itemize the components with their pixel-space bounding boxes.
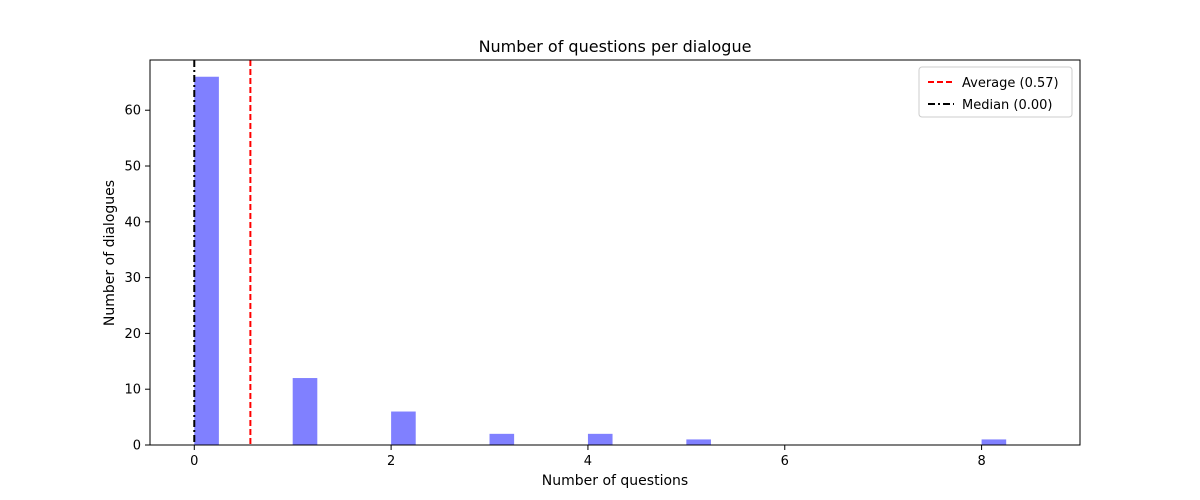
- x-tick-label: 8: [977, 454, 985, 469]
- x-axis-label: Number of questions: [542, 473, 688, 489]
- y-tick-label: 40: [124, 215, 141, 230]
- y-axis-label: Number of dialogues: [102, 180, 118, 326]
- y-tick-label: 30: [124, 271, 141, 286]
- y-tick-label: 0: [133, 439, 141, 454]
- histogram-bar: [194, 76, 219, 445]
- histogram-bar: [391, 411, 416, 445]
- x-tick-label: 6: [781, 454, 789, 469]
- x-tick-label: 2: [387, 454, 395, 469]
- legend-average-label: Average (0.57): [962, 76, 1059, 91]
- y-tick-label: 50: [124, 160, 141, 175]
- plot-frame: [149, 59, 1081, 446]
- chart-title: Number of questions per dialogue: [479, 37, 752, 56]
- plot-area: 0 2 4 6 8 0 10 20 30 40 50 60: [124, 59, 1081, 469]
- histogram-bar: [292, 378, 318, 445]
- histogram-bar: [587, 433, 613, 445]
- legend: Average (0.57) Median (0.00): [918, 66, 1073, 118]
- legend-median-label: Median (0.00): [962, 98, 1053, 113]
- histogram-bar: [981, 439, 1007, 445]
- histogram-bar: [489, 433, 515, 445]
- legend-box: [918, 66, 1073, 118]
- y-tick-label: 60: [124, 104, 141, 119]
- x-tick-label: 4: [584, 454, 592, 469]
- y-tick-label: 20: [124, 327, 141, 342]
- histogram-bar: [686, 439, 711, 445]
- y-tick-label: 10: [124, 383, 141, 398]
- x-tick-label: 0: [190, 454, 198, 469]
